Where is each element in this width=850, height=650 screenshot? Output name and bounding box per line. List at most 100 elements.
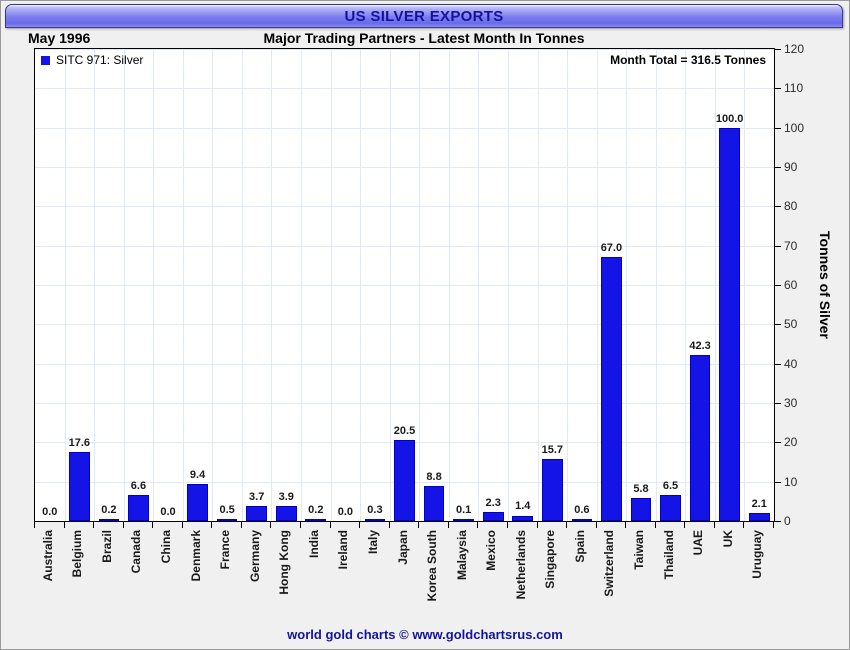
plot-area: SITC 971: Silver Month Total = 316.5 Ton… <box>34 48 775 522</box>
gridline-vertical <box>685 49 686 521</box>
gridline-horizontal <box>35 49 774 50</box>
gridline-vertical <box>656 49 657 521</box>
x-axis-tick <box>773 522 774 528</box>
bar[interactable] <box>187 484 208 521</box>
footer-credit: world gold charts © www.goldchartsrus.co… <box>287 627 563 642</box>
x-axis-tick <box>330 522 331 528</box>
bar[interactable] <box>275 505 297 521</box>
y-axis-tick-label: 50 <box>784 317 798 332</box>
y-axis-tick <box>775 285 781 286</box>
bar[interactable] <box>719 127 740 521</box>
bar-value-label: 0.5 <box>219 504 235 516</box>
bar-value-label: 8.8 <box>426 471 442 484</box>
x-axis-tick <box>359 522 360 528</box>
bar[interactable] <box>305 519 327 521</box>
x-axis-tick-label: UK <box>720 530 735 548</box>
x-axis-tick <box>566 522 567 528</box>
bar[interactable] <box>512 515 534 521</box>
chart-area: SITC 971: Silver Month Total = 316.5 Ton… <box>6 42 846 626</box>
bar-value-label: 0.1 <box>455 504 472 516</box>
y-axis-tick <box>775 324 781 326</box>
bar[interactable] <box>482 511 504 521</box>
x-axis-tick <box>64 522 65 528</box>
bar[interactable] <box>541 459 563 521</box>
gridline-vertical <box>212 49 213 521</box>
x-axis-tick <box>152 522 153 528</box>
gridline-vertical <box>419 49 420 521</box>
y-axis-title-label: Tonnes of Silver <box>817 231 833 339</box>
x-axis-tick-label: UAE <box>691 530 706 556</box>
bar[interactable] <box>216 519 238 521</box>
gridline-horizontal <box>35 245 774 247</box>
bar[interactable] <box>394 440 415 521</box>
bar[interactable] <box>453 519 474 521</box>
bar[interactable] <box>660 495 681 521</box>
x-axis-tick <box>507 522 508 528</box>
bar[interactable] <box>601 257 622 521</box>
x-axis-tick-label: Switzerland <box>602 530 617 597</box>
x-axis-tick <box>211 522 212 528</box>
x-axis-tick <box>182 522 183 528</box>
gridline-horizontal <box>35 88 774 90</box>
bar[interactable] <box>689 354 711 521</box>
y-axis-tick <box>775 481 781 483</box>
x-axis-tick-label: Denmark <box>188 530 203 582</box>
y-axis-tick <box>775 167 781 168</box>
bar-value-label: 0.6 <box>574 503 590 516</box>
chart-subtitle: Major Trading Partners - Latest Month In… <box>263 30 585 46</box>
x-axis-tick <box>743 522 744 528</box>
x-axis-tick-label: Malaysia <box>454 530 469 581</box>
gridline-horizontal <box>35 127 774 129</box>
window-title: US SILVER EXPORTS <box>344 7 504 25</box>
bar-value-label: 100.0 <box>715 112 744 125</box>
bar[interactable] <box>98 519 120 521</box>
bar[interactable] <box>571 518 593 521</box>
x-axis-tick-label: Korea South <box>425 530 440 602</box>
x-axis-tick <box>93 522 94 528</box>
gridline-vertical <box>567 49 568 521</box>
x-axis-tick <box>389 522 390 528</box>
gridline-horizontal <box>35 324 774 326</box>
bar-value-label: 17.6 <box>68 436 91 449</box>
y-axis-tick-label: 30 <box>784 396 798 410</box>
bar[interactable] <box>748 512 770 521</box>
bar[interactable] <box>246 506 268 521</box>
bar-value-label: 9.4 <box>189 469 206 482</box>
y-axis-title: Tonnes of Silver <box>812 48 838 522</box>
x-axis-tick-label: Brazil <box>99 530 114 563</box>
bar-value-label: 20.5 <box>393 425 416 438</box>
y-axis-tick-label: 110 <box>784 81 804 96</box>
period-label: May 1996 <box>28 30 91 46</box>
y-axis-tick-label: 0 <box>784 514 791 528</box>
y-axis-tick-label: 10 <box>784 474 798 489</box>
y-axis-tick-label: 120 <box>784 42 805 56</box>
y-axis-tick <box>775 88 781 90</box>
legend-swatch-silver <box>41 55 50 65</box>
x-axis-tick <box>300 522 301 528</box>
bar[interactable] <box>128 495 149 521</box>
x-axis-tick <box>241 522 242 528</box>
bar[interactable] <box>68 451 90 521</box>
bar[interactable] <box>364 519 386 521</box>
gridline-horizontal <box>35 167 774 168</box>
x-axis-tick <box>448 522 449 528</box>
bar-value-label: 6.5 <box>662 480 679 493</box>
y-axis-tick <box>775 49 781 50</box>
x-axis-tick-label: Ireland <box>336 530 351 570</box>
x-axis-tick <box>625 522 626 528</box>
y-axis-tick-label: 60 <box>784 278 798 292</box>
y-axis-tick-label: 20 <box>784 435 798 450</box>
y-axis-tick-label: 80 <box>784 199 798 214</box>
gridline-vertical <box>508 49 509 521</box>
x-axis: Australia Belgium Brazil Canada China Denmark… <box>34 522 775 622</box>
y-axis: 0 10 20 30 40 50 60 70 80 90 100 110 120 <box>775 42 821 528</box>
gridline-vertical <box>597 49 598 521</box>
y-axis-tick-label: 70 <box>784 238 798 253</box>
bar[interactable] <box>423 486 445 521</box>
bar-value-label: 0.0 <box>42 506 58 518</box>
x-axis-tick-label: Italy <box>365 530 380 555</box>
bar[interactable] <box>630 498 652 521</box>
bar-value-label: 1.4 <box>515 500 531 513</box>
gridline-vertical <box>271 49 272 521</box>
